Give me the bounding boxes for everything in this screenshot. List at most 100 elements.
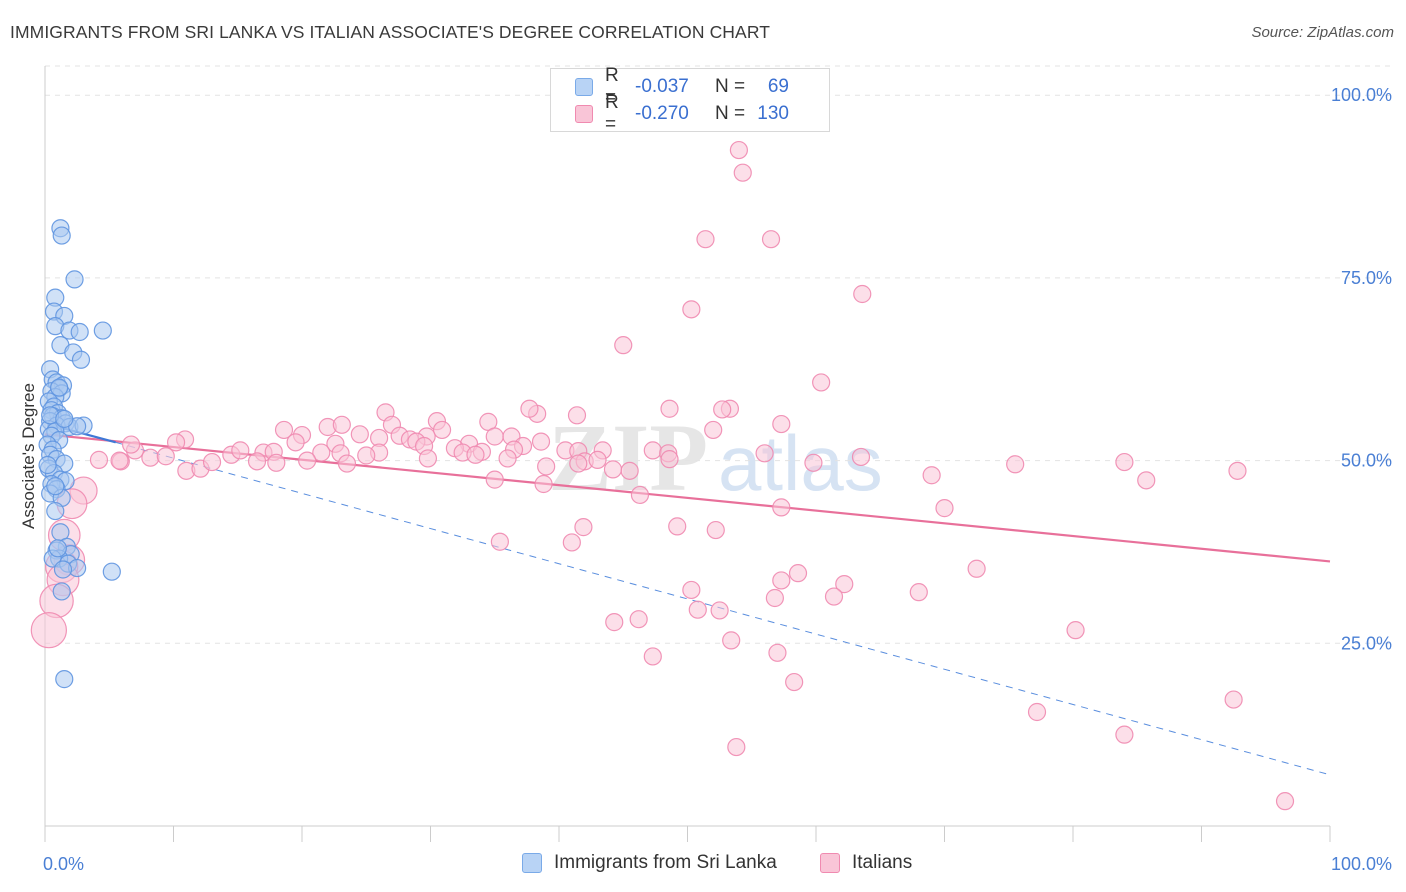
italians-point xyxy=(156,447,175,466)
italians-point xyxy=(614,336,633,355)
italians-point xyxy=(337,454,357,473)
italians-point xyxy=(704,420,723,440)
italians-point xyxy=(231,441,250,460)
italians-point xyxy=(121,435,141,454)
italians-point xyxy=(643,647,662,666)
italians-point xyxy=(824,587,844,606)
italians-point xyxy=(1228,461,1247,480)
italians-point xyxy=(298,451,317,470)
italians-point xyxy=(1066,621,1085,640)
italians-point xyxy=(696,230,715,249)
italians-point xyxy=(574,518,593,537)
bottom-legend-italians: Italians xyxy=(820,852,912,874)
italians-point xyxy=(286,433,305,452)
italians-point xyxy=(562,533,581,552)
sri-lanka-point xyxy=(102,562,121,581)
italians-point xyxy=(202,452,222,472)
italians-point xyxy=(765,588,784,608)
italians-point xyxy=(490,532,509,551)
italians-point xyxy=(768,643,787,662)
italians-point xyxy=(812,373,831,392)
italians-point xyxy=(498,449,517,468)
italians-point xyxy=(520,399,539,418)
y-tick-label: 75.0% xyxy=(1341,268,1392,288)
sri-lanka-point xyxy=(53,560,73,579)
italians-point xyxy=(733,163,752,182)
italians-point xyxy=(713,400,732,419)
italians-point xyxy=(350,425,369,444)
italians-point xyxy=(605,613,624,632)
y-tick-label: 100.0% xyxy=(1331,85,1392,105)
italians-point xyxy=(761,230,781,249)
italians-point xyxy=(788,564,808,583)
italians-point xyxy=(357,446,376,465)
italians-point xyxy=(485,470,504,489)
sri-lanka-point xyxy=(71,350,91,369)
italians-point xyxy=(967,559,986,578)
italians-point xyxy=(141,448,160,467)
legend-swatch-pink xyxy=(575,105,593,123)
italians-point xyxy=(620,461,639,480)
italians-point xyxy=(247,452,267,471)
italians-point xyxy=(267,453,286,472)
italians-point xyxy=(851,447,871,467)
bottom-legend-label: Italians xyxy=(852,852,913,873)
legend-r-value: -0.270 xyxy=(635,103,689,124)
italians-point xyxy=(785,672,804,692)
legend-n-label: N = xyxy=(715,76,746,97)
italians-point xyxy=(466,445,485,464)
legend-n-value: 69 xyxy=(767,76,789,97)
source-label: Source: ZipAtlas.com xyxy=(1251,24,1394,41)
italians-point xyxy=(727,737,746,757)
italians-point xyxy=(660,450,679,469)
italians-point xyxy=(630,485,650,505)
y-tick-label: 25.0% xyxy=(1341,633,1392,653)
sri-lanka-point xyxy=(46,477,65,496)
labels-layer: 100.0% 75.0% 50.0% 25.0% 0.0% 100.0% Associate… xyxy=(19,85,1392,874)
italians-point xyxy=(668,517,687,536)
italians-point xyxy=(274,420,294,440)
italians-point xyxy=(603,460,623,479)
legend-r-value: -0.037 xyxy=(635,76,689,97)
italians-point xyxy=(531,432,551,451)
legend-n-label: N = xyxy=(715,103,746,124)
italians-point xyxy=(418,449,438,468)
italians-point xyxy=(588,450,607,469)
italians-point xyxy=(682,300,701,319)
sri-lanka-point xyxy=(65,270,84,289)
sri-lanka-point xyxy=(52,226,71,245)
sri-lanka-point xyxy=(50,378,69,397)
grid-layer xyxy=(45,65,1392,644)
bottom-legend-label: Immigrants from Sri Lanka xyxy=(554,852,777,873)
italians-point xyxy=(30,612,68,649)
italians-point xyxy=(569,454,588,473)
x-tick-label: 100.0% xyxy=(1331,854,1392,874)
sri-lanka-point xyxy=(38,455,57,475)
legend-row-sri-lanka: R = -0.037 N = 69 xyxy=(575,65,789,108)
italians-point xyxy=(922,466,941,485)
sri-lanka-point xyxy=(70,322,89,342)
sri-lanka-point xyxy=(48,539,67,558)
bottom-legend: Immigrants from Sri Lanka Italians xyxy=(0,852,1406,878)
legend-n-value: 130 xyxy=(757,103,789,124)
y-axis-label: Associate's Degree xyxy=(19,383,38,529)
points-layer xyxy=(30,140,1295,811)
italians-point xyxy=(1115,452,1134,472)
italians-point xyxy=(935,499,954,518)
legend-r-label: R = xyxy=(605,92,619,135)
italians-point xyxy=(772,414,791,434)
legend-row-italians: R = -0.270 N = 130 xyxy=(575,92,789,135)
sri-lanka-point xyxy=(55,670,74,689)
italians-point xyxy=(485,427,504,446)
sri-lanka-point xyxy=(55,409,74,429)
italians-point xyxy=(629,610,648,629)
sri-lanka-point xyxy=(52,582,71,601)
italians-point xyxy=(660,399,679,418)
sri-lanka-point xyxy=(93,321,112,340)
italians-point xyxy=(1224,690,1243,709)
italians-point xyxy=(772,571,791,590)
italians-point xyxy=(1115,725,1134,744)
italians-point xyxy=(755,444,774,463)
italians-point xyxy=(537,457,556,476)
